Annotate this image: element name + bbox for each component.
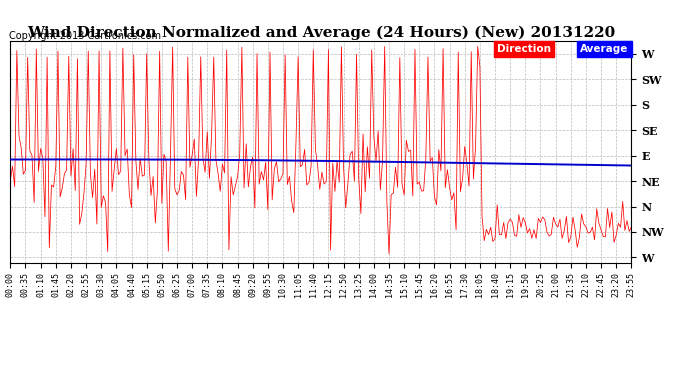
Text: Direction: Direction: [497, 44, 551, 54]
Text: Copyright 2013 Cartronics.com: Copyright 2013 Cartronics.com: [9, 32, 161, 41]
Title: Wind Direction Normalized and Average (24 Hours) (New) 20131220: Wind Direction Normalized and Average (2…: [27, 26, 615, 40]
Text: Average: Average: [580, 44, 629, 54]
